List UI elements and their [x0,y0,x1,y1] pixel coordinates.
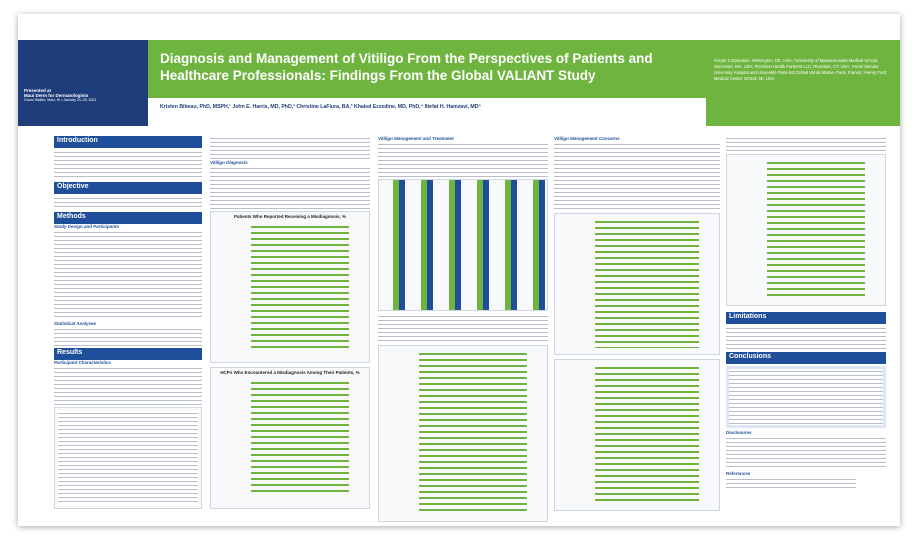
subheading: Statistical Analyses [54,321,97,326]
text-block [210,166,370,210]
affiliations: ¹Incyte Corporation, Wilmington, DE, USA… [706,40,900,126]
conclusions-box [726,366,886,428]
subheading: References [726,471,751,476]
column-2: Vitiligo Diagnosis Patients Who Reported… [210,136,370,526]
figure [554,359,720,511]
figure [554,213,720,355]
table-placeholder [54,407,202,509]
figure [726,154,886,306]
section-heading: Methods [54,212,202,224]
text-block [378,142,548,178]
figure [378,345,548,522]
column-1: Introduction Objective Methods Study Des… [54,136,202,526]
text-block [54,327,202,347]
text-block [378,314,548,342]
text-block [210,136,370,160]
subheading: Vitiligo Diagnosis [210,160,248,165]
section-heading: Objective [54,182,202,194]
text-block [726,136,886,154]
meeting: Maui Derm for Dermatologists [24,93,89,98]
text-block [726,326,886,350]
section-heading: Conclusions [726,352,886,364]
location: Grand Wailea, Maui, HI • January 24–28, … [24,98,97,102]
figure-title: Patients Who Reported Receiving a Misdia… [233,214,347,219]
text-block [54,366,202,406]
title: Diagnosis and Management of Vitiligo Fro… [160,51,653,83]
text-block [726,477,856,491]
text-block [726,436,886,470]
section-heading: Introduction [54,136,202,148]
subheading: Vitiligo Management Concerns [554,136,620,141]
column-4: Vitiligo Management Concerns [554,136,720,526]
column-5: Limitations Conclusions Disclosures Refe… [726,136,886,526]
figure: HCPs Who Encountered a Misdiagnosis Amon… [210,367,370,509]
subheading: Vitiligo Management and Treatment [378,136,454,141]
figure [378,179,548,311]
subheading: Study Design and Participants [54,224,120,229]
text-block [54,196,202,210]
poster: Presented at Maui Derm for Dermatologist… [18,14,900,526]
presented-box: Presented at Maui Derm for Dermatologist… [18,40,148,126]
text-block [54,150,202,180]
text-block [54,230,202,320]
authors: Kristen Bibeau, PhD, MSPH,¹ John E. Harr… [160,104,481,110]
subheading: Participant Characteristics [54,360,112,365]
presented-at: Presented at [24,88,52,93]
column-3: Vitiligo Management and Treatment [378,136,548,526]
text-block [554,142,720,212]
section-heading: Limitations [726,312,886,324]
figure: Patients Who Reported Receiving a Misdia… [210,211,370,363]
section-heading: Results [54,348,202,360]
figure-title: HCPs Who Encountered a Misdiagnosis Amon… [220,370,360,375]
subheading: Disclosures [726,430,752,435]
